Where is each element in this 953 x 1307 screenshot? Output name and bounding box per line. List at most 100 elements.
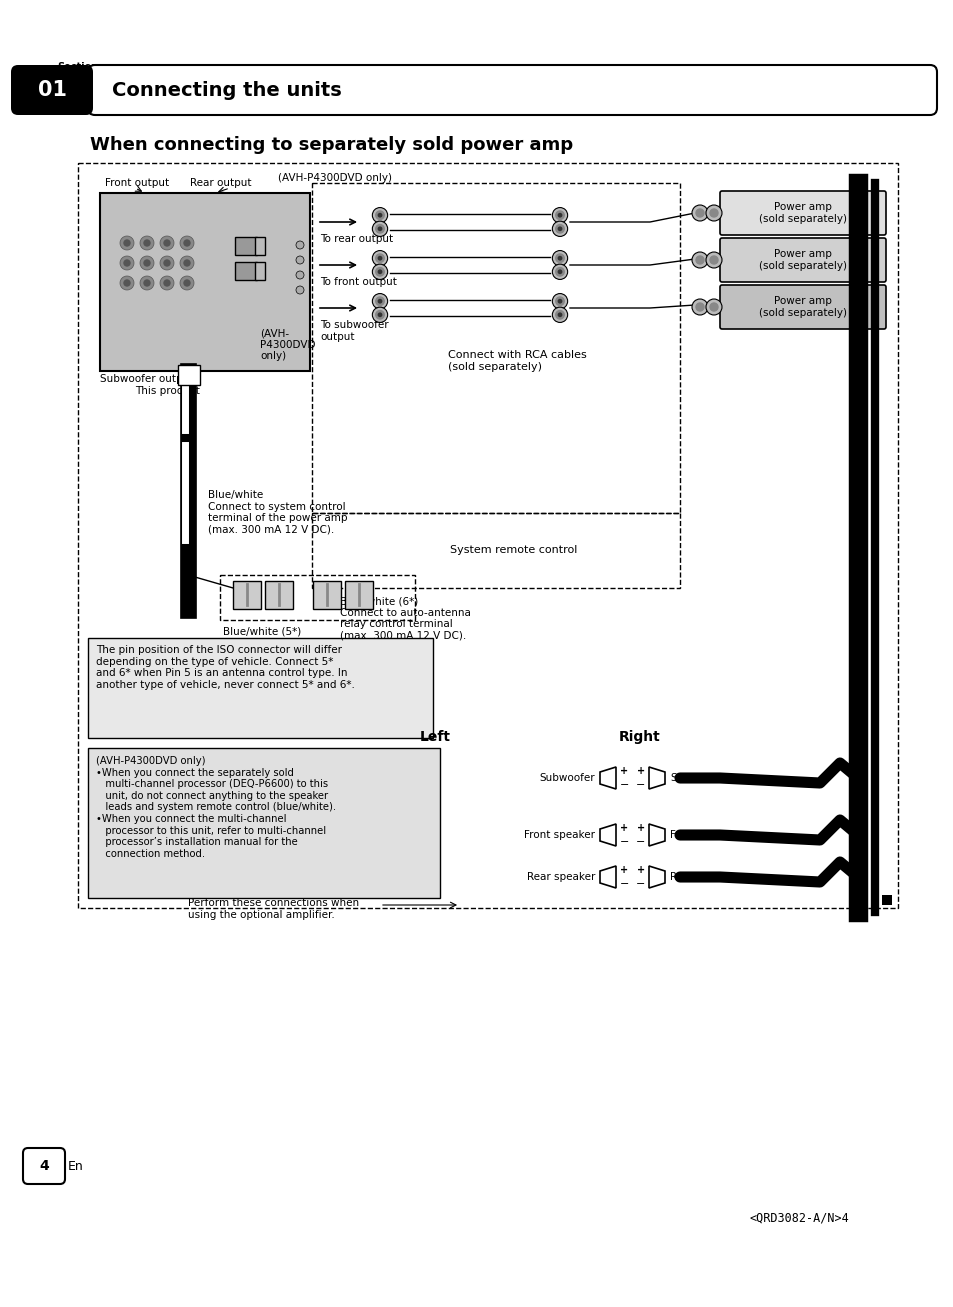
Bar: [100, 193, 310, 371]
Text: (AVH-P4300DVD only)
•When you connect the separately sold
   multi-channel proce: (AVH-P4300DVD only) •When you connect th…: [96, 755, 335, 859]
Circle shape: [552, 307, 567, 323]
Bar: [233, 582, 261, 609]
Circle shape: [378, 227, 381, 230]
Bar: [312, 514, 679, 588]
Circle shape: [556, 210, 563, 220]
Circle shape: [696, 303, 703, 311]
Circle shape: [558, 256, 561, 260]
Text: 4: 4: [39, 1159, 49, 1172]
Text: Blue/white (5*): Blue/white (5*): [223, 626, 301, 637]
Text: This product: This product: [135, 386, 200, 396]
Text: (AVH-P4300DVD only): (AVH-P4300DVD only): [277, 173, 392, 183]
FancyBboxPatch shape: [720, 285, 885, 329]
Circle shape: [378, 314, 381, 316]
Text: −: −: [619, 780, 629, 789]
Circle shape: [120, 276, 133, 290]
Bar: [78, 163, 897, 908]
Circle shape: [709, 209, 718, 217]
Circle shape: [184, 240, 190, 246]
Text: −: −: [635, 836, 644, 847]
Text: +: +: [619, 865, 627, 874]
FancyBboxPatch shape: [720, 191, 885, 235]
Circle shape: [295, 240, 304, 250]
Circle shape: [140, 237, 153, 250]
Polygon shape: [599, 767, 616, 789]
Circle shape: [552, 294, 567, 308]
Polygon shape: [599, 823, 616, 846]
Text: +: +: [619, 766, 627, 776]
Circle shape: [140, 276, 153, 290]
Text: The pin position of the ISO connector will differ
depending on the type of vehic: The pin position of the ISO connector wi…: [96, 644, 355, 690]
Circle shape: [705, 205, 721, 221]
Circle shape: [375, 225, 384, 233]
Text: 01: 01: [37, 80, 67, 101]
Circle shape: [120, 237, 133, 250]
Text: When connecting to separately sold power amp: When connecting to separately sold power…: [90, 136, 573, 154]
Text: Connect with RCA cables
(sold separately): Connect with RCA cables (sold separately…: [448, 350, 586, 371]
Text: Power amp
(sold separately): Power amp (sold separately): [759, 297, 846, 318]
FancyBboxPatch shape: [88, 65, 936, 115]
Circle shape: [160, 276, 173, 290]
Circle shape: [164, 240, 170, 246]
Circle shape: [160, 256, 173, 271]
Circle shape: [160, 237, 173, 250]
Text: −: −: [635, 880, 644, 889]
Circle shape: [372, 251, 387, 265]
Text: −: −: [619, 836, 629, 847]
Circle shape: [556, 297, 563, 306]
Circle shape: [709, 303, 718, 311]
Text: +: +: [637, 823, 644, 833]
Text: −: −: [635, 780, 644, 789]
Circle shape: [556, 254, 563, 263]
FancyBboxPatch shape: [23, 1148, 65, 1184]
Circle shape: [556, 311, 563, 319]
Text: En: En: [68, 1159, 84, 1172]
Circle shape: [556, 268, 563, 276]
Circle shape: [295, 256, 304, 264]
Text: Rear output: Rear output: [190, 178, 252, 188]
Circle shape: [552, 251, 567, 265]
Text: Connecting the units: Connecting the units: [112, 81, 341, 99]
Circle shape: [378, 299, 381, 303]
Circle shape: [378, 213, 381, 217]
Polygon shape: [648, 867, 664, 887]
Polygon shape: [599, 867, 616, 887]
Circle shape: [164, 280, 170, 286]
Circle shape: [372, 307, 387, 323]
Bar: [220, 575, 415, 620]
Circle shape: [691, 299, 707, 315]
Circle shape: [696, 256, 703, 264]
FancyBboxPatch shape: [720, 238, 885, 282]
Circle shape: [295, 286, 304, 294]
Bar: [234, 237, 256, 255]
Bar: [882, 895, 891, 904]
Circle shape: [552, 264, 567, 280]
FancyBboxPatch shape: [11, 65, 92, 115]
Bar: [312, 183, 679, 514]
Text: (AVH-
P4300DVD
only): (AVH- P4300DVD only): [260, 328, 315, 361]
Circle shape: [691, 205, 707, 221]
Circle shape: [140, 256, 153, 271]
Bar: [178, 365, 200, 386]
Text: −: −: [619, 880, 629, 889]
Circle shape: [696, 209, 703, 217]
Polygon shape: [648, 767, 664, 789]
Text: System remote control: System remote control: [450, 545, 577, 555]
Circle shape: [180, 237, 193, 250]
Circle shape: [558, 271, 561, 273]
Text: Front speaker: Front speaker: [523, 830, 595, 840]
Text: Subwoofer output: Subwoofer output: [100, 374, 193, 384]
Polygon shape: [648, 823, 664, 846]
Circle shape: [375, 210, 384, 220]
Text: To subwoofer
output: To subwoofer output: [319, 320, 388, 341]
Circle shape: [184, 280, 190, 286]
Circle shape: [558, 213, 561, 217]
Text: Left: Left: [419, 731, 450, 744]
Text: +: +: [619, 823, 627, 833]
Text: Front speaker: Front speaker: [669, 830, 740, 840]
Circle shape: [372, 208, 387, 223]
Bar: [345, 582, 373, 609]
Text: Rear speaker: Rear speaker: [526, 872, 595, 882]
Bar: [234, 261, 256, 280]
Circle shape: [184, 260, 190, 267]
